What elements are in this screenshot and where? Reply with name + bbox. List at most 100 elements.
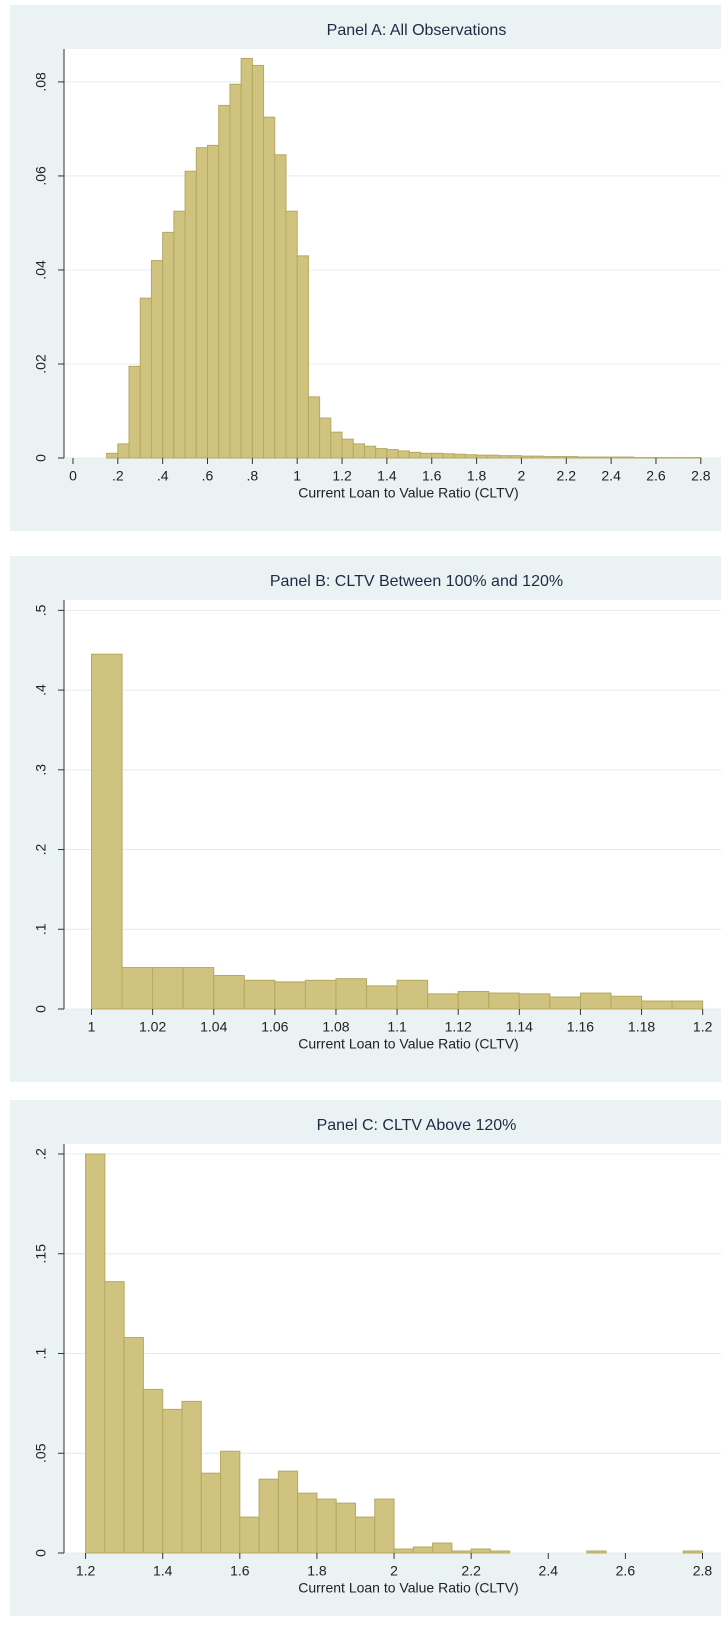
histogram-bar (464, 454, 478, 459)
histogram-bar (354, 1516, 376, 1554)
histogram-bar (532, 455, 545, 459)
x-tick-label: 1.06 (261, 1019, 288, 1035)
histogram-bar (296, 255, 309, 459)
x-axis-title: Current Loan to Value Ratio (CLTV) (298, 1036, 518, 1052)
x-tick-label: 1.2 (76, 1563, 96, 1579)
x-tick-label: 1 (293, 468, 301, 484)
panel-title: Panel C: CLTV Above 120% (317, 1117, 517, 1134)
plot-area (64, 600, 721, 1009)
histogram-bar (117, 443, 130, 459)
histogram-bar (397, 450, 410, 459)
histogram-bar (374, 1498, 395, 1554)
x-tick-label: .2 (112, 468, 124, 484)
histogram-bar (304, 979, 337, 1010)
x-tick-label: .6 (202, 468, 214, 484)
x-tick-label: 2 (518, 468, 526, 484)
histogram-bar (258, 1478, 279, 1554)
y-tick-label: 0 (33, 1549, 49, 1557)
histogram-bar (470, 1548, 491, 1554)
histogram-bar (91, 653, 123, 1010)
histogram-bar (213, 975, 245, 1010)
y-tick-label: .04 (33, 260, 49, 280)
histogram-bar (682, 1550, 703, 1554)
histogram-bar (263, 116, 276, 459)
histogram-bar (352, 443, 365, 459)
x-tick-label: 2.6 (646, 468, 666, 484)
histogram-bar (104, 1281, 125, 1554)
x-tick-label: 1.2 (332, 468, 352, 484)
histogram-bar (150, 260, 164, 459)
histogram-bar (498, 455, 511, 459)
histogram-bar (139, 297, 152, 459)
histogram-bar (518, 993, 551, 1010)
histogram-bar (181, 1400, 202, 1554)
x-tick-label: 1.04 (200, 1019, 227, 1035)
histogram-bar (396, 979, 429, 1010)
y-tick-label: .15 (33, 1244, 49, 1264)
y-tick-label: .5 (33, 604, 49, 616)
x-tick-label: 2 (390, 1563, 398, 1579)
y-tick-label: .05 (33, 1443, 49, 1463)
histogram-bar (142, 1388, 164, 1554)
histogram-bar (488, 992, 520, 1010)
histogram-bar (366, 985, 398, 1010)
x-tick-label: 1.2 (693, 1019, 713, 1035)
histogram-bar (152, 967, 184, 1010)
histogram-bar (457, 990, 490, 1010)
histogram-bar (579, 992, 612, 1010)
histogram-bar (106, 452, 119, 459)
histogram-bar (85, 1153, 106, 1554)
histogram-bar (200, 1472, 222, 1554)
y-tick-label: .08 (33, 72, 49, 92)
x-tick-label: 1.8 (467, 468, 487, 484)
histogram-bar (316, 1498, 337, 1554)
histogram-bar (621, 456, 635, 459)
x-tick-label: 2.8 (693, 1563, 713, 1579)
histogram-bar (487, 454, 500, 459)
y-tick-label: .4 (33, 684, 49, 696)
histogram-bar (386, 449, 399, 459)
x-tick-label: 1.6 (230, 1563, 250, 1579)
histogram-bar (451, 1550, 472, 1554)
histogram-bar (408, 451, 422, 459)
x-tick-label: 2.4 (539, 1563, 559, 1579)
x-tick-label: 2.8 (691, 468, 711, 484)
histogram-bar (375, 448, 388, 459)
histogram-bar (442, 453, 455, 459)
x-tick-label: 1.4 (377, 468, 397, 484)
x-tick-label: 1.08 (322, 1019, 349, 1035)
histogram-bar (195, 147, 209, 459)
histogram-bar (307, 396, 321, 459)
histogram-bar (671, 1000, 704, 1010)
histogram-bar (239, 1516, 260, 1554)
histogram-bar (554, 456, 567, 459)
y-tick-label: .1 (33, 923, 49, 935)
histogram-bar (520, 455, 534, 459)
y-tick-label: .06 (33, 166, 49, 186)
y-tick-label: .2 (33, 1148, 49, 1160)
histogram-bar (565, 456, 578, 459)
x-tick-label: 1.1 (387, 1019, 407, 1035)
x-tick-label: .8 (247, 468, 259, 484)
histogram-bar (509, 455, 522, 459)
x-tick-label: 2.6 (616, 1563, 636, 1579)
histogram-bar (240, 57, 253, 459)
histogram-bar (431, 452, 444, 459)
histogram-bar (549, 996, 581, 1010)
histogram-bar (420, 452, 433, 459)
histogram-bar (489, 1550, 511, 1554)
x-tick-label: 1.4 (153, 1563, 173, 1579)
histogram-bar (207, 144, 220, 459)
histogram-bar (341, 438, 354, 459)
histogram-bar (285, 210, 298, 459)
y-tick-label: .3 (33, 764, 49, 776)
histogram-bar (412, 1546, 434, 1554)
histogram-bar (599, 456, 612, 459)
histogram-bar (274, 981, 306, 1010)
histogram-bar (453, 453, 466, 459)
histogram-bar (393, 1548, 414, 1554)
x-tick-label: 2.2 (557, 468, 577, 484)
histogram-bar (277, 1470, 299, 1554)
histogram-bar (335, 1502, 356, 1554)
panel-title: Panel B: CLTV Between 100% and 120% (270, 573, 563, 590)
